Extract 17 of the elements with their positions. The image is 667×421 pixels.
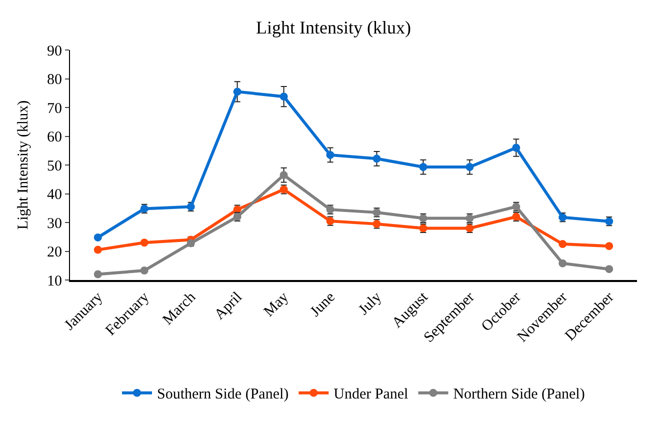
y-tick-label: 10 [47, 273, 62, 290]
y-tick-label: 70 [47, 100, 62, 117]
y-tick-label: 60 [47, 130, 62, 146]
x-tick-label: May [261, 288, 292, 320]
y-tick-label: 30 [47, 216, 62, 232]
chart-title: Light Intensity (klux) [256, 18, 411, 38]
x-tick-label: June [308, 289, 339, 320]
y-tick-label: 20 [47, 244, 62, 260]
legend-label: Southern Side (Panel) [157, 386, 289, 403]
y-tick-label: 80 [47, 72, 62, 88]
legend-label: Northern Side (Panel) [453, 386, 585, 403]
x-tick-label: July [356, 288, 386, 318]
y-tick-label: 40 [47, 187, 62, 203]
y-tick-label: 90 [47, 43, 62, 60]
y-axis-title: Light Intensity (klux) [15, 100, 32, 230]
y-tick-label: 50 [47, 158, 62, 174]
legend-label: Under Panel [334, 386, 408, 403]
